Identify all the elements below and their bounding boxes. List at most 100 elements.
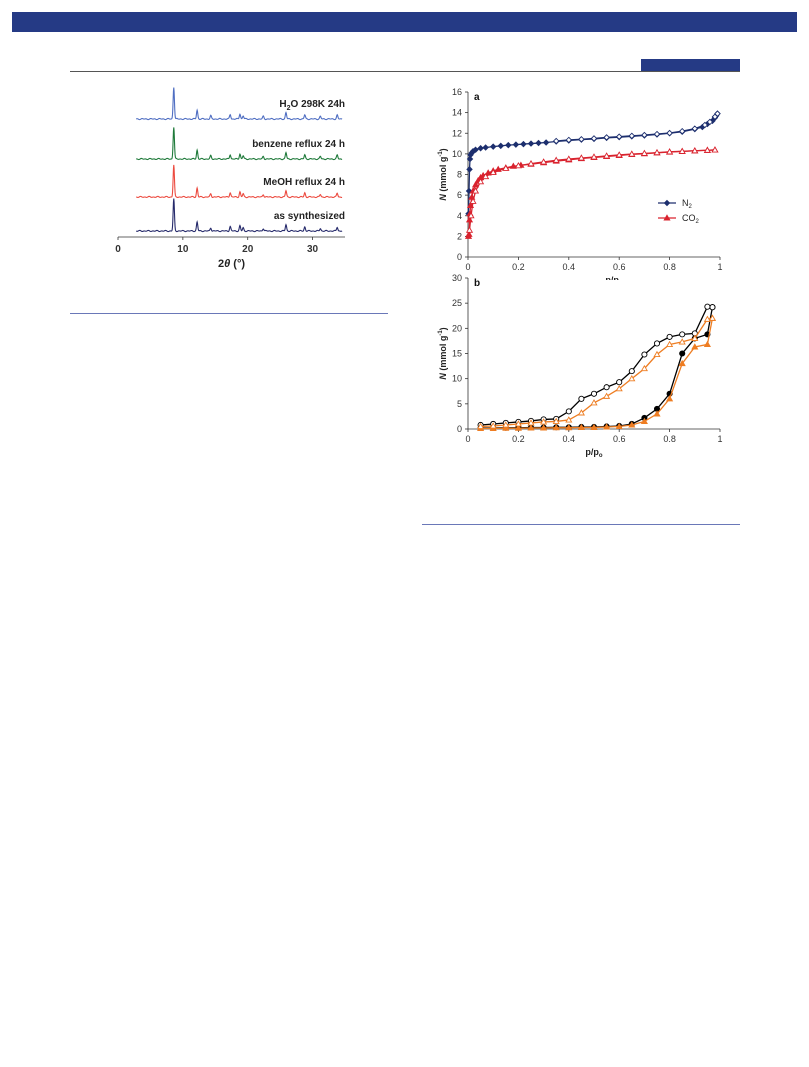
data-point [535, 139, 542, 147]
data-point [691, 125, 699, 132]
data-point [678, 147, 686, 154]
data-point [489, 143, 497, 150]
data-point [520, 140, 527, 148]
data-point [641, 351, 648, 358]
data-point [552, 417, 560, 424]
data-point [653, 148, 661, 156]
data-point [691, 343, 699, 350]
header-rule [70, 71, 740, 72]
legend-marker [663, 199, 671, 207]
data-point [471, 187, 480, 194]
pxrd-series-label: MeOH reflux 24 h [263, 177, 345, 188]
y-tick-label: 10 [452, 374, 462, 384]
data-point [467, 212, 475, 219]
data-point [477, 144, 484, 152]
data-point [628, 150, 636, 157]
y-tick-label: 20 [452, 323, 462, 333]
data-point [565, 155, 573, 162]
caption-rule-left [70, 313, 388, 314]
data-point [615, 385, 623, 392]
pxrd-x-tick-label: 0 [115, 244, 121, 255]
data-point [465, 187, 473, 195]
data-point [465, 230, 473, 237]
data-point [666, 148, 674, 155]
y-tick-label: 12 [452, 128, 462, 138]
data-point [489, 168, 497, 175]
pxrd-series-label: as synthesized [274, 211, 345, 222]
data-point [577, 154, 585, 161]
data-point [577, 409, 585, 416]
y-tick-label: 30 [452, 273, 462, 283]
data-point [709, 304, 716, 311]
data-point [527, 424, 535, 431]
data-point [640, 364, 648, 372]
data-point [616, 379, 623, 386]
data-point [565, 136, 573, 144]
series-line [480, 318, 714, 430]
data-point [489, 422, 497, 429]
data-point [505, 141, 512, 149]
data-point [603, 134, 610, 141]
data-point [679, 350, 686, 357]
data-point [666, 340, 674, 347]
series-line [467, 149, 715, 237]
y-tick-label: 14 [452, 108, 462, 118]
data-point [466, 166, 473, 173]
data-point [471, 181, 480, 188]
data-point [590, 399, 598, 406]
data-point [628, 374, 636, 382]
data-point [497, 142, 504, 150]
series-line [480, 317, 713, 428]
data-point [666, 395, 674, 402]
pxrd-x-tick-label: 20 [242, 244, 254, 255]
x-tick-label: 0 [465, 434, 470, 444]
x-tick-label: 1 [717, 262, 722, 272]
data-point [679, 331, 686, 338]
data-point [578, 395, 585, 402]
y-tick-label: 15 [452, 349, 462, 359]
data-point [502, 421, 510, 428]
data-point [603, 423, 611, 430]
data-point [628, 368, 635, 375]
data-point [640, 417, 648, 424]
legend-marker [663, 214, 671, 221]
data-point [615, 133, 623, 140]
data-point [590, 423, 598, 431]
data-point [653, 340, 661, 347]
data-point [703, 146, 711, 153]
data-point [653, 130, 661, 138]
data-point [590, 153, 598, 160]
pxrd-trace [136, 164, 343, 199]
x-tick-label: 0 [465, 262, 470, 272]
y-tick-label: 0 [457, 252, 462, 262]
data-point [704, 303, 711, 310]
y-tick-label: 25 [452, 298, 462, 308]
data-point [590, 390, 598, 397]
data-point [641, 131, 648, 139]
data-point [540, 158, 548, 165]
data-point [578, 135, 585, 143]
data-point [678, 127, 686, 135]
x-tick-label: 0.6 [613, 434, 626, 444]
x-tick-label: 0.2 [512, 262, 525, 272]
pxrd-x-tick-label: 10 [177, 244, 189, 255]
pxrd-trace [136, 87, 343, 121]
data-point [603, 384, 610, 391]
data-point [477, 422, 485, 430]
panel-label: b [474, 278, 480, 289]
data-point [482, 144, 489, 151]
data-point [565, 408, 572, 415]
data-point [653, 350, 661, 358]
x-tick-label: 0.6 [613, 262, 626, 272]
data-point [678, 359, 686, 367]
pxrd-chart: H2O 298K 24h benzene reflux 24 h MeOH refl… [115, 87, 345, 270]
x-axis-label: p/po [585, 447, 603, 459]
x-tick-label: 0.2 [512, 434, 525, 444]
series-line [468, 149, 715, 231]
x-tick-label: 0.8 [663, 262, 676, 272]
x-tick-label: 0.8 [663, 434, 676, 444]
y-axis-label: N (mmol g-1) [438, 327, 448, 379]
legend-label: N2 [682, 198, 693, 210]
data-point [691, 147, 699, 154]
data-point [502, 424, 510, 431]
